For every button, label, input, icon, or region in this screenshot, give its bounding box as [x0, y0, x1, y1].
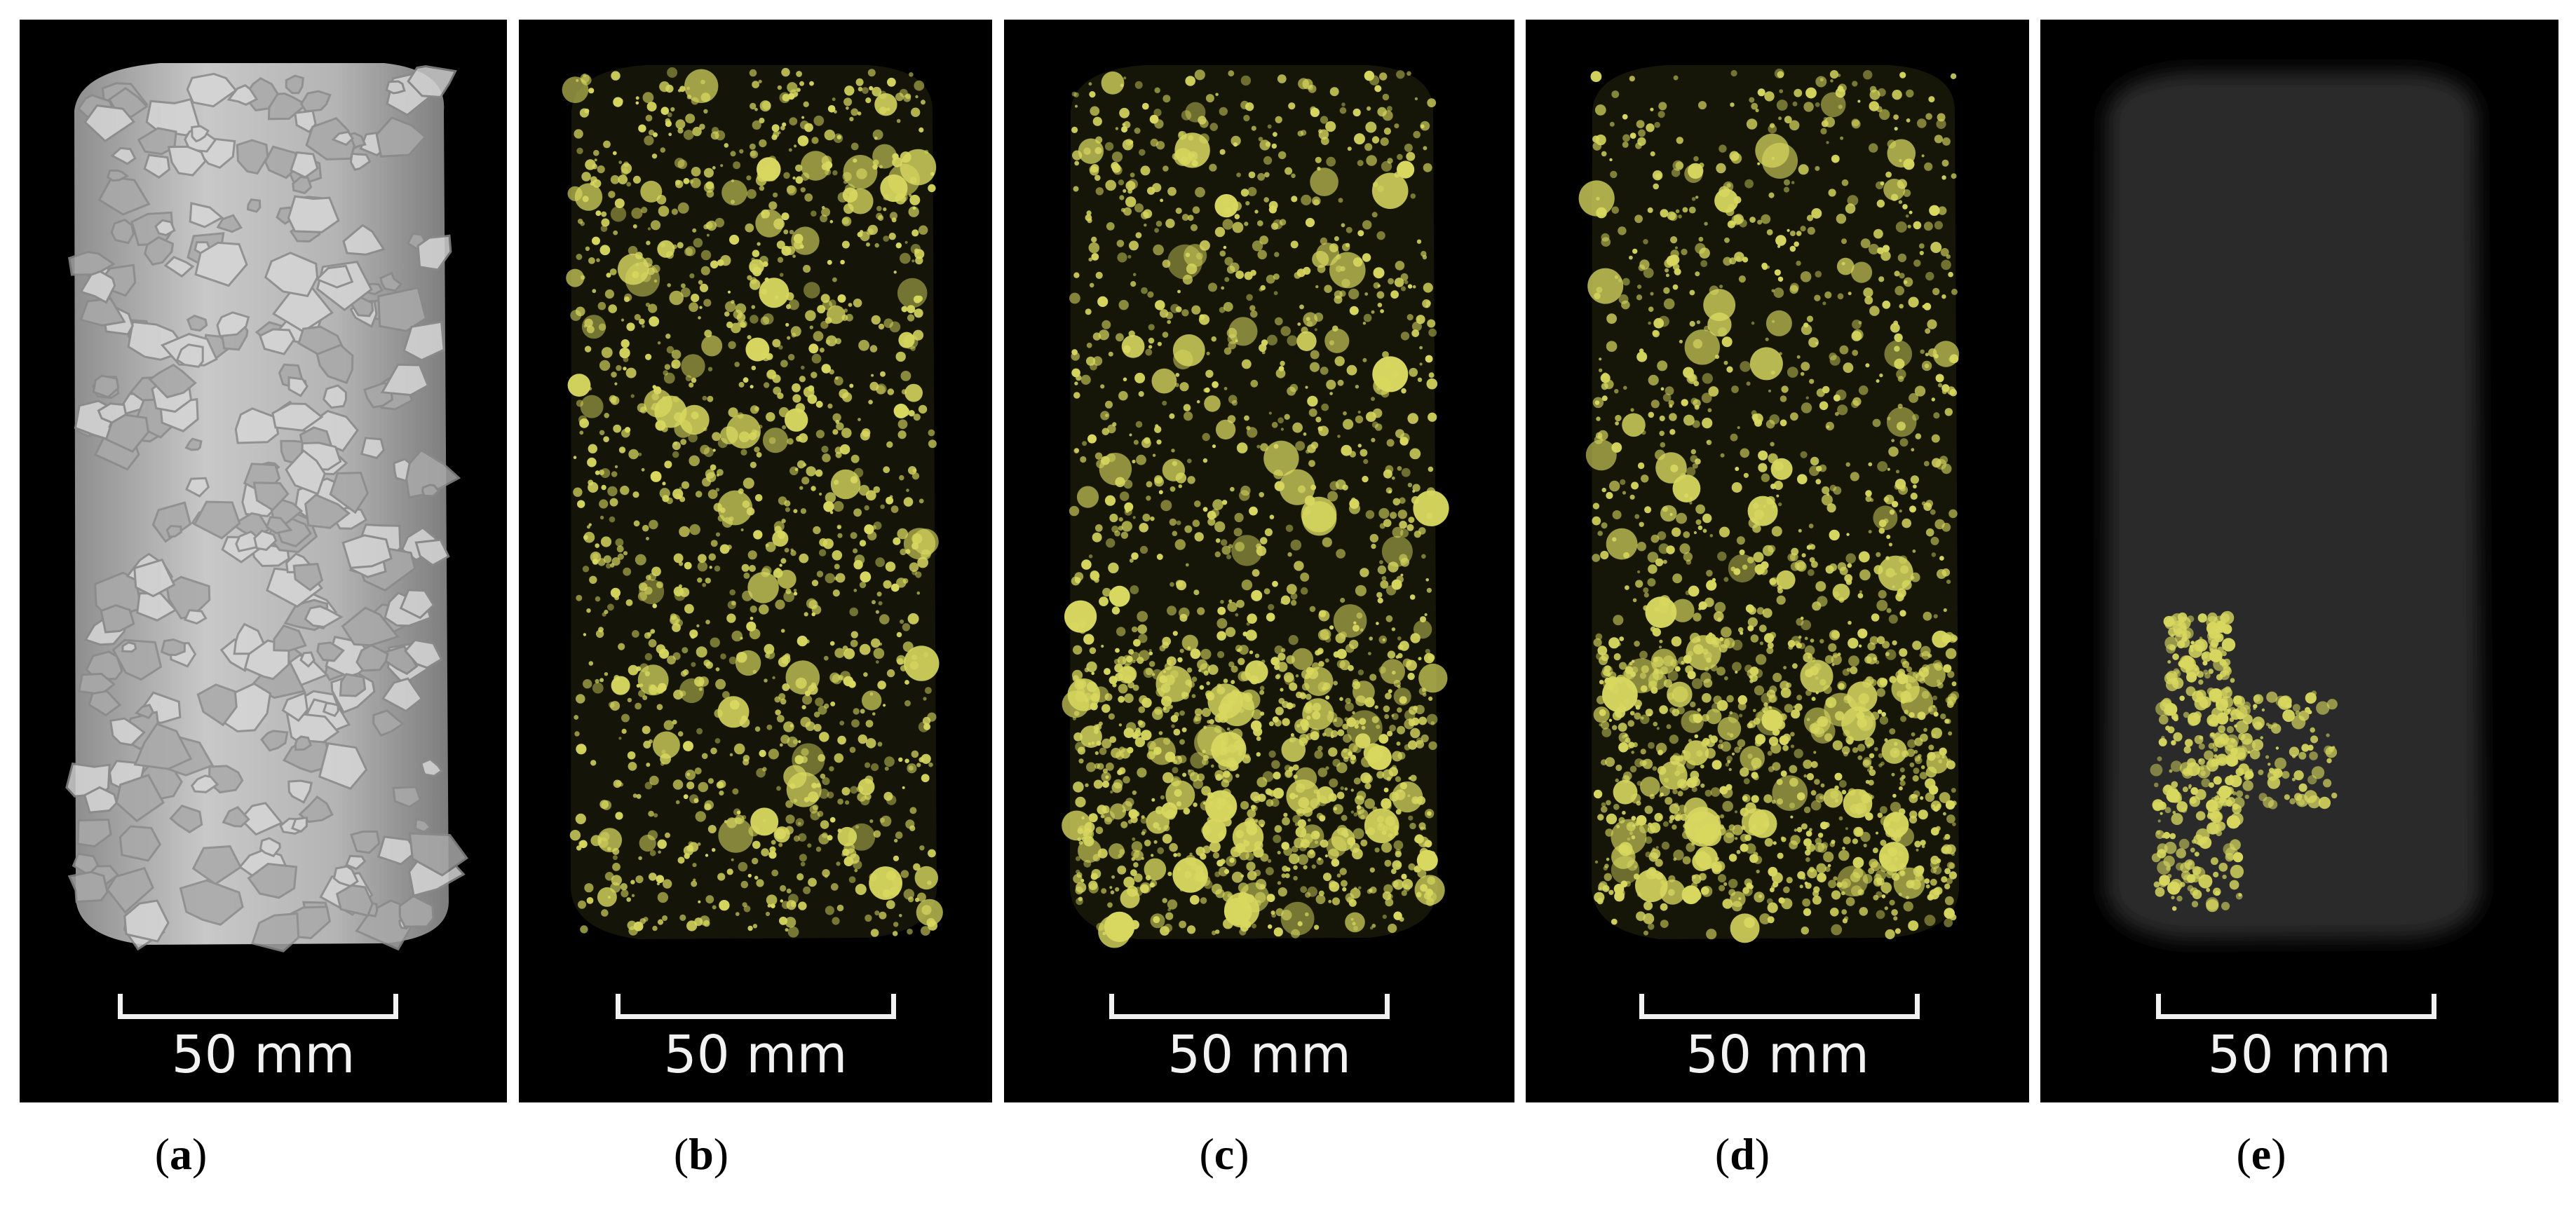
caption-c: (c): [1199, 1129, 1249, 1179]
scale-bar-b: [616, 994, 896, 1019]
pore-render-b: [562, 65, 943, 939]
panel-d: 50 mm: [1526, 20, 2029, 1102]
scale-label-e: 50 mm: [2207, 1025, 2392, 1085]
aggregate-texture-a: [65, 64, 468, 952]
panel-a: 50 mm: [20, 20, 507, 1102]
caption-letter-d: d: [1730, 1129, 1755, 1179]
scale-bar-d: [1639, 994, 1920, 1019]
pore-cluster-e: [2150, 610, 2338, 913]
scale-bar-e: [2156, 994, 2436, 1019]
pore-cloud-c: [1062, 69, 1449, 948]
pore-render-e: [2106, 72, 2481, 939]
caption-b: (b): [673, 1129, 729, 1179]
caption-d: (d): [1714, 1129, 1770, 1179]
caption-e: (e): [2236, 1129, 2286, 1179]
caption-letter-b: b: [689, 1129, 714, 1179]
scale-label-a: 50 mm: [171, 1025, 355, 1085]
caption-letter-a: a: [170, 1129, 192, 1179]
caption-a: (a): [154, 1129, 208, 1179]
caption-letter-e: e: [2251, 1129, 2272, 1179]
panel-c: 50 mm: [1004, 20, 1514, 1102]
scale-bar-c: [1109, 994, 1390, 1019]
scale-label-b: 50 mm: [663, 1025, 848, 1085]
panel-e: 50 mm: [2040, 20, 2558, 1102]
scale-label-c: 50 mm: [1167, 1025, 1351, 1085]
core-render-a: [65, 63, 468, 952]
scale-bar-a: [118, 994, 398, 1019]
scale-label-d: 50 mm: [1686, 1025, 1869, 1085]
pore-render-d: [1578, 65, 1960, 943]
panel-b: 50 mm: [519, 20, 992, 1102]
pore-cloud-d: [1578, 68, 1960, 943]
caption-letter-c: c: [1214, 1129, 1235, 1179]
pore-render-c: [1062, 65, 1449, 948]
pore-cloud-b: [562, 67, 943, 938]
